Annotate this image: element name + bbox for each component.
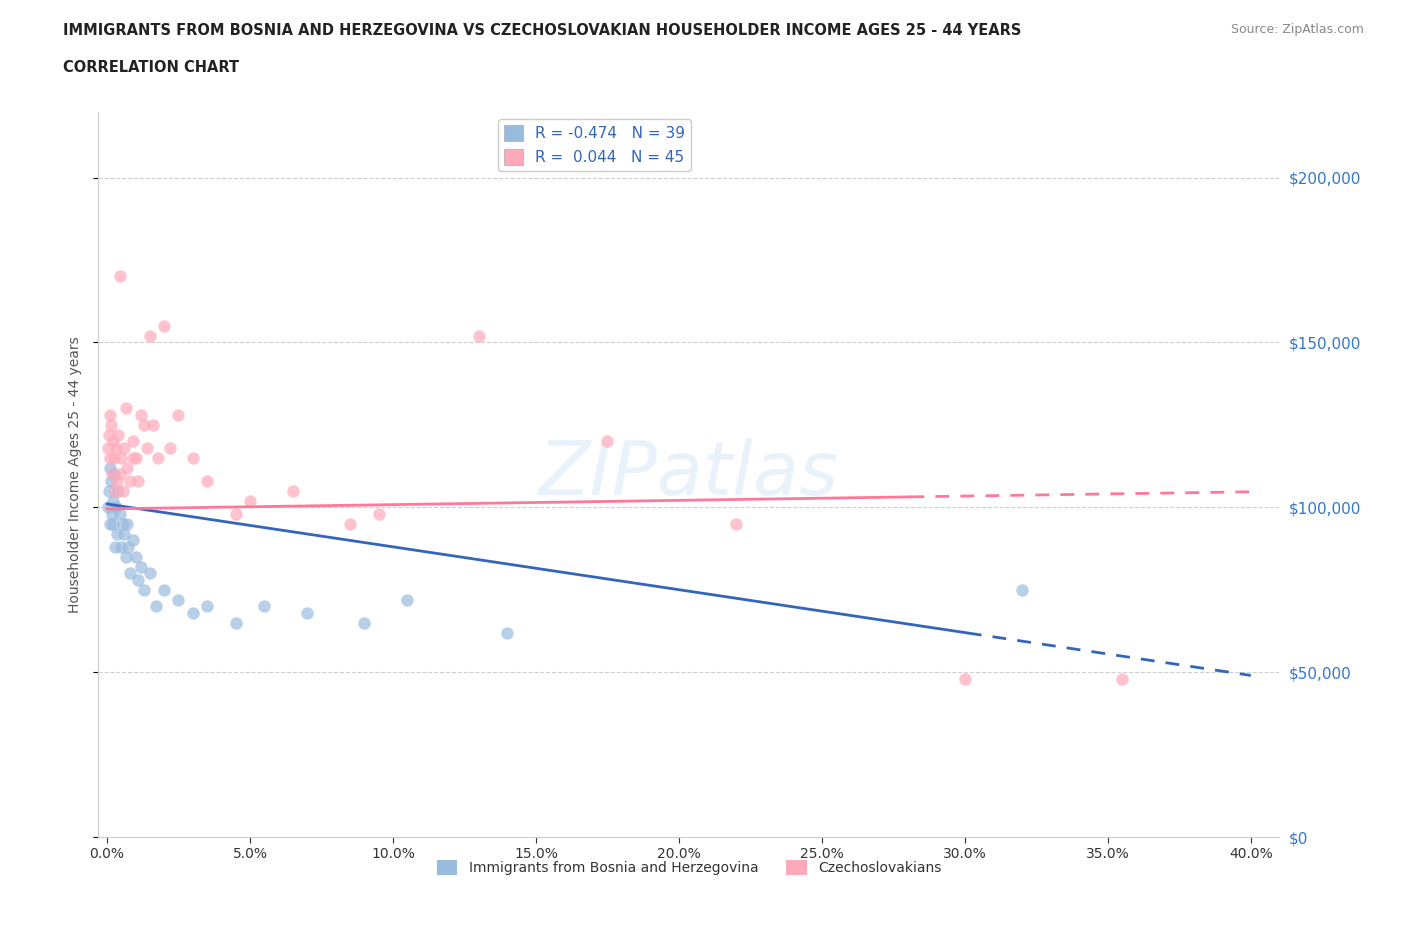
Point [131, 407, 153, 422]
Point [121, 450, 143, 465]
Point [103, 516, 125, 531]
Point [136, 441, 159, 456]
Point [496, 625, 519, 640]
Point [225, 616, 247, 631]
Point [114, 401, 136, 416]
Point [181, 605, 204, 620]
Point [142, 418, 165, 432]
Point [110, 539, 132, 554]
Point [101, 507, 124, 522]
Point [396, 592, 419, 607]
Text: ZIPatlas: ZIPatlas [538, 438, 839, 511]
Legend: Immigrants from Bosnia and Herzegovina, Czechoslovakians: Immigrants from Bosnia and Herzegovina, … [432, 855, 946, 881]
Point [195, 599, 218, 614]
Point [1011, 582, 1033, 597]
Point [115, 460, 138, 475]
Point [98, 460, 121, 475]
Text: CORRELATION CHART: CORRELATION CHART [63, 60, 239, 75]
Point [101, 467, 124, 482]
Point [134, 418, 156, 432]
Point [110, 450, 132, 465]
Point [127, 473, 149, 488]
Text: IMMIGRANTS FROM BOSNIA AND HERZEGOVINA VS CZECHOSLOVAKIAN HOUSEHOLDER INCOME AGE: IMMIGRANTS FROM BOSNIA AND HERZEGOVINA V… [63, 23, 1022, 38]
Point [139, 565, 162, 580]
Point [100, 450, 122, 465]
Point [1111, 671, 1133, 686]
Point [121, 434, 143, 449]
Point [97, 441, 120, 456]
Point [167, 592, 190, 607]
Point [124, 550, 146, 565]
Point [103, 467, 125, 482]
Point [281, 484, 304, 498]
Y-axis label: Householder Income Ages 25 - 44 years: Householder Income Ages 25 - 44 years [69, 336, 83, 613]
Point [131, 559, 153, 574]
Point [107, 484, 129, 498]
Point [104, 441, 127, 456]
Point [98, 427, 121, 442]
Text: Source: ZipAtlas.com: Source: ZipAtlas.com [1230, 23, 1364, 36]
Point [468, 328, 491, 343]
Point [295, 605, 318, 620]
Point [104, 499, 127, 514]
Point [100, 418, 122, 432]
Point [108, 269, 131, 284]
Point [124, 450, 146, 465]
Point [181, 450, 204, 465]
Point [153, 318, 176, 333]
Point [167, 407, 190, 422]
Point [112, 441, 135, 456]
Point [353, 616, 375, 631]
Point [118, 473, 141, 488]
Point [121, 533, 143, 548]
Point [153, 582, 176, 597]
Point [195, 473, 218, 488]
Point [97, 499, 120, 514]
Point [98, 407, 121, 422]
Point [148, 450, 170, 465]
Point [239, 493, 262, 508]
Point [725, 516, 748, 531]
Point [145, 599, 167, 614]
Point [108, 507, 131, 522]
Point [596, 434, 619, 449]
Point [118, 565, 141, 580]
Point [98, 484, 121, 498]
Point [100, 516, 122, 531]
Point [225, 507, 247, 522]
Point [100, 473, 122, 488]
Point [339, 516, 361, 531]
Point [127, 572, 149, 587]
Point [104, 539, 127, 554]
Point [139, 328, 162, 343]
Point [108, 467, 131, 482]
Point [101, 434, 124, 449]
Point [101, 493, 124, 508]
Point [367, 507, 389, 522]
Point [104, 484, 127, 498]
Point [105, 526, 128, 541]
Point [112, 526, 135, 541]
Point [111, 516, 134, 531]
Point [105, 473, 128, 488]
Point [159, 441, 181, 456]
Point [253, 599, 276, 614]
Point [107, 427, 129, 442]
Point [114, 550, 136, 565]
Point [134, 582, 156, 597]
Point [111, 484, 134, 498]
Point [103, 450, 125, 465]
Point [115, 516, 138, 531]
Point [953, 671, 976, 686]
Point [117, 539, 139, 554]
